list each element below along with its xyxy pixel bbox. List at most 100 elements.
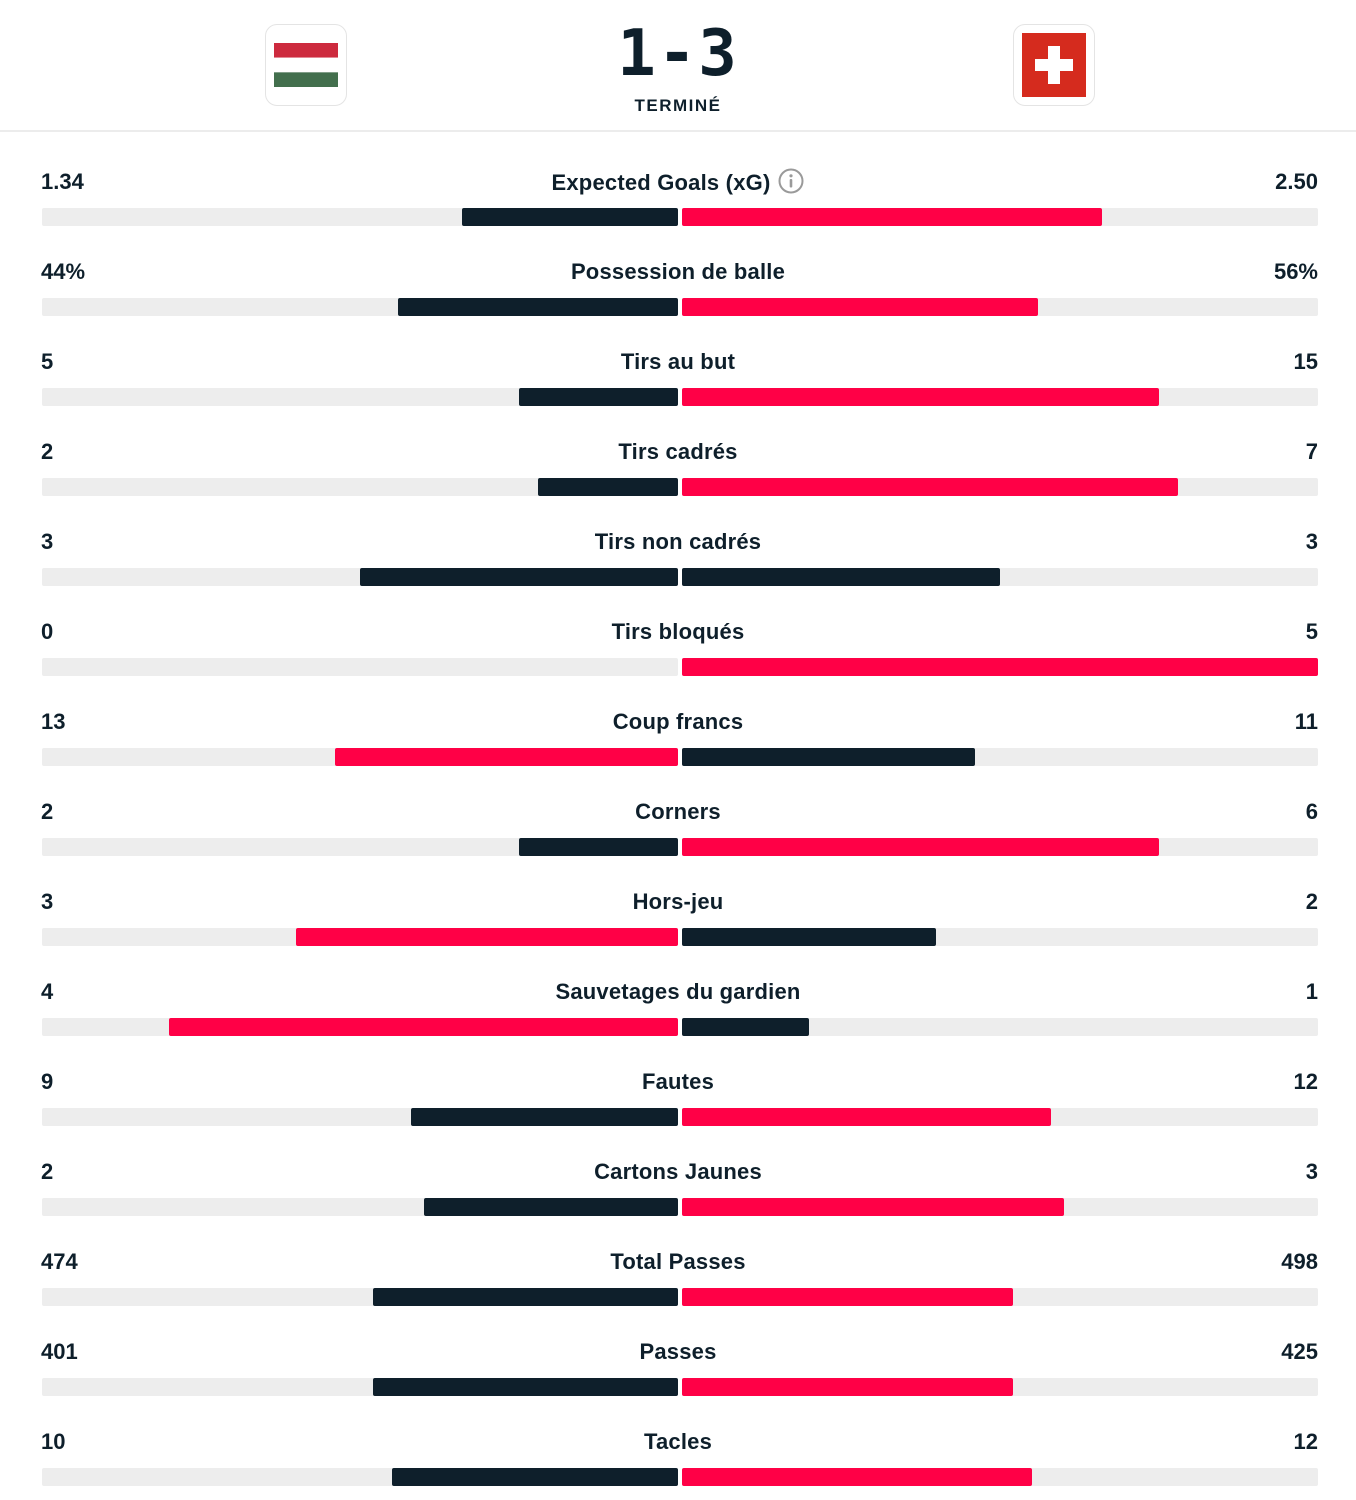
home-stat-value: 3: [41, 529, 54, 554]
stat-row: 2 Corners 6: [0, 780, 1356, 870]
home-stat-track: [42, 1468, 678, 1486]
match-header: 1-3 TERMINÉ: [0, 0, 1356, 132]
home-stat-value: 5: [41, 349, 54, 374]
home-stat-value: 1.34: [41, 169, 84, 194]
stat-row: 2 Cartons Jaunes 3: [0, 1140, 1356, 1230]
away-stat-value: 3: [1305, 529, 1318, 554]
away-stat-value: 12: [1293, 1429, 1318, 1454]
away-stat-bar: [682, 388, 1159, 406]
info-icon[interactable]: [778, 168, 804, 194]
stat-label-text: Tirs non cadrés: [594, 529, 762, 554]
home-stat-track: [42, 478, 678, 496]
away-stat-track: [682, 478, 1318, 496]
home-stat-bar: [335, 748, 678, 766]
away-stat-bar: [682, 1108, 1051, 1126]
home-stat-value: 0: [41, 619, 54, 644]
home-stat-value: 2: [41, 799, 54, 824]
home-stat-track: [42, 928, 678, 946]
stat-label: Tacles: [0, 1428, 1356, 1456]
away-stat-value: 2: [1305, 889, 1318, 914]
stat-row: 4 Sauvetages du gardien 1: [0, 960, 1356, 1050]
away-stat-track: [682, 1288, 1318, 1306]
match-score: 1-3: [617, 17, 739, 91]
stat-label-text: Tirs cadrés: [618, 439, 738, 464]
home-stat-bar: [373, 1288, 678, 1306]
away-stat-track: [682, 208, 1318, 226]
home-stat-bar: [373, 1378, 678, 1396]
stat-label-text: Passes: [639, 1339, 717, 1364]
stat-label: Tirs au but: [0, 348, 1356, 376]
home-stat-bar: [398, 298, 678, 316]
stat-label-text: Cartons Jaunes: [594, 1159, 762, 1184]
home-stat-value: 13: [41, 709, 66, 734]
home-stat-track: [42, 838, 678, 856]
home-stat-track: [42, 1198, 678, 1216]
away-stat-track: [682, 1018, 1318, 1036]
stat-label-text: Coup francs: [612, 709, 744, 734]
stat-label: Cartons Jaunes: [0, 1158, 1356, 1186]
away-stat-track: [682, 1378, 1318, 1396]
away-stat-value: 12: [1293, 1069, 1318, 1094]
away-stat-bar: [682, 568, 1000, 586]
stat-label: Tirs cadrés: [0, 438, 1356, 466]
home-stat-value: 9: [41, 1069, 54, 1094]
home-stat-track: [42, 208, 678, 226]
stat-label-text: Fautes: [641, 1069, 715, 1094]
home-team-badge[interactable]: [265, 24, 347, 106]
stat-label: Passes: [0, 1338, 1356, 1366]
stat-label-text: Sauvetages du gardien: [555, 979, 801, 1004]
stat-row: 2 Tirs cadrés 7: [0, 420, 1356, 510]
stat-row: 5 Tirs au but 15: [0, 330, 1356, 420]
stat-label-text: Tacles: [643, 1429, 713, 1454]
away-stat-value: 2.50: [1275, 169, 1318, 194]
match-status: TERMINÉ: [634, 96, 722, 115]
stat-label: Fautes: [0, 1068, 1356, 1096]
stat-row: 0 Tirs bloqués 5: [0, 600, 1356, 690]
stat-label: Tirs non cadrés: [0, 528, 1356, 556]
home-stat-bar: [392, 1468, 678, 1486]
away-stat-value: 1: [1305, 979, 1318, 1004]
away-stat-bar: [682, 658, 1318, 676]
home-stat-track: [42, 1378, 678, 1396]
away-team-badge[interactable]: [1013, 24, 1095, 106]
home-stat-value: 10: [41, 1429, 66, 1454]
home-stat-value: 4: [41, 979, 54, 1004]
away-stat-bar: [682, 1468, 1032, 1486]
home-stat-value: 474: [41, 1249, 78, 1274]
away-stat-bar: [682, 1288, 1013, 1306]
stat-row: 13 Coup francs 11: [0, 690, 1356, 780]
away-stat-track: [682, 748, 1318, 766]
away-stat-value: 6: [1305, 799, 1318, 824]
stat-row: 10 Tacles 12: [0, 1410, 1356, 1500]
home-stat-value: 2: [41, 439, 54, 464]
away-stat-bar: [682, 838, 1159, 856]
stat-label-text: Expected Goals (xG): [551, 170, 771, 195]
home-stat-bar: [360, 568, 678, 586]
stat-label: Expected Goals (xG): [0, 168, 1356, 197]
stat-label: Tirs bloqués: [0, 618, 1356, 646]
away-stat-track: [682, 388, 1318, 406]
away-stat-track: [682, 298, 1318, 316]
home-stat-value: 2: [41, 1159, 54, 1184]
stat-label-text: Tirs bloqués: [611, 619, 745, 644]
home-stat-track: [42, 388, 678, 406]
stat-label-text: Possession de balle: [570, 259, 786, 284]
hungary-flag-icon: [274, 43, 338, 87]
away-stat-value: 56%: [1273, 259, 1318, 284]
stat-label: Hors-jeu: [0, 888, 1356, 916]
away-stat-track: [682, 838, 1318, 856]
stat-row: 3 Hors-jeu 2: [0, 870, 1356, 960]
home-stat-value: 44%: [41, 259, 86, 284]
home-stat-value: 3: [41, 889, 54, 914]
switzerland-flag-icon: [1022, 33, 1086, 97]
away-stat-bar: [682, 1378, 1013, 1396]
away-stat-value: 7: [1305, 439, 1318, 464]
home-stat-bar: [462, 208, 678, 226]
home-stat-track: [42, 1108, 678, 1126]
stat-row: 9 Fautes 12: [0, 1050, 1356, 1140]
stat-label: Total Passes: [0, 1248, 1356, 1276]
home-stat-bar: [169, 1018, 678, 1036]
home-stat-bar: [538, 478, 678, 496]
away-stat-value: 11: [1294, 709, 1318, 734]
home-stat-track: [42, 1288, 678, 1306]
